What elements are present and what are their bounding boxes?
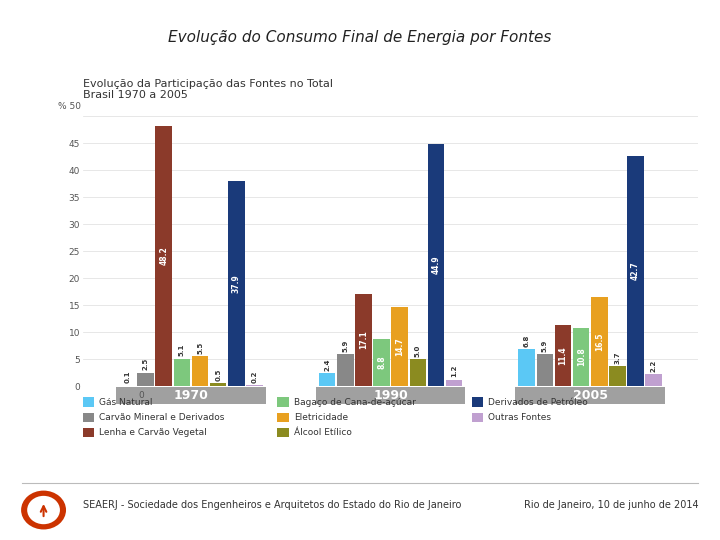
Bar — [174, 359, 190, 386]
Text: 2.2: 2.2 — [651, 360, 657, 372]
Text: Gás Natural: Gás Natural — [99, 398, 153, 407]
Text: Álcool Etílico: Álcool Etílico — [294, 428, 351, 437]
Text: Lenha e Carvão Vegetal: Lenha e Carvão Vegetal — [99, 428, 207, 437]
Text: 3.7: 3.7 — [614, 352, 621, 364]
Bar — [316, 387, 465, 404]
Text: 0: 0 — [139, 390, 145, 400]
Text: Derivados de Petróleo: Derivados de Petróleo — [488, 398, 588, 407]
Bar — [410, 359, 426, 386]
Text: 0.2: 0.2 — [251, 370, 258, 383]
Text: 5.5: 5.5 — [197, 342, 203, 354]
Bar — [518, 349, 535, 386]
Text: 0.5: 0.5 — [215, 369, 221, 381]
Bar — [554, 325, 572, 386]
Bar — [156, 126, 172, 386]
Text: Carvão Mineral e Derivados: Carvão Mineral e Derivados — [99, 413, 225, 422]
Text: Outras Fontes: Outras Fontes — [488, 413, 552, 422]
Text: 2005: 2005 — [572, 389, 608, 402]
Bar — [246, 385, 263, 386]
Text: 5.9: 5.9 — [342, 340, 348, 352]
Bar — [428, 144, 444, 386]
Text: SEAERJ - Sociedade dos Engenheiros e Arquitetos do Estado do Rio de Janeiro: SEAERJ - Sociedade dos Engenheiros e Arq… — [83, 500, 462, 510]
Circle shape — [21, 490, 66, 529]
Bar — [627, 156, 644, 386]
Text: Rio de Janeiro, 10 de junho de 2014: Rio de Janeiro, 10 de junho de 2014 — [523, 500, 698, 510]
Text: 17.1: 17.1 — [359, 330, 368, 349]
Bar — [446, 380, 462, 386]
Bar — [536, 354, 553, 386]
Bar — [116, 387, 266, 404]
Bar — [337, 354, 354, 386]
Text: Bagaço de Cana-de-açúcar: Bagaço de Cana-de-açúcar — [294, 398, 415, 407]
Text: 2.5: 2.5 — [143, 358, 148, 370]
Text: Evolução do Consumo Final de Energia por Fontes: Evolução do Consumo Final de Energia por… — [168, 30, 552, 45]
Text: 2.4: 2.4 — [324, 359, 330, 371]
Text: 1.2: 1.2 — [451, 365, 457, 377]
Bar — [192, 356, 208, 386]
Bar — [573, 328, 590, 386]
Bar — [355, 294, 372, 386]
Bar — [319, 373, 336, 386]
Text: 5.0: 5.0 — [415, 345, 420, 357]
Bar — [609, 366, 626, 386]
Circle shape — [27, 496, 60, 524]
Bar — [392, 307, 408, 386]
Bar — [591, 297, 608, 386]
Text: Evolução da Participação das Fontes no Total: Evolução da Participação das Fontes no T… — [83, 79, 333, 89]
Text: 42.7: 42.7 — [631, 261, 640, 280]
Text: 5.1: 5.1 — [179, 344, 185, 356]
Text: 6.8: 6.8 — [523, 335, 530, 347]
Text: 16.5: 16.5 — [595, 332, 604, 351]
Text: 10.8: 10.8 — [577, 348, 585, 366]
Text: Eletricidade: Eletricidade — [294, 413, 348, 422]
Text: 8.8: 8.8 — [377, 355, 386, 369]
Text: 1970: 1970 — [174, 389, 208, 402]
Bar — [516, 387, 665, 404]
Text: 5.9: 5.9 — [542, 340, 548, 352]
Text: 48.2: 48.2 — [159, 247, 168, 265]
Text: 44.9: 44.9 — [431, 255, 441, 274]
Text: % 50: % 50 — [58, 102, 81, 111]
Bar — [210, 383, 227, 386]
Text: 37.9: 37.9 — [232, 274, 240, 293]
Text: 1990: 1990 — [373, 389, 408, 402]
Text: 14.7: 14.7 — [395, 337, 404, 356]
Bar — [645, 374, 662, 386]
Text: Brasil 1970 a 2005: Brasil 1970 a 2005 — [83, 90, 188, 100]
Bar — [228, 181, 245, 386]
Bar — [138, 373, 154, 386]
Bar — [373, 339, 390, 386]
Text: 11.4: 11.4 — [559, 346, 567, 364]
Text: 0.1: 0.1 — [125, 371, 130, 383]
